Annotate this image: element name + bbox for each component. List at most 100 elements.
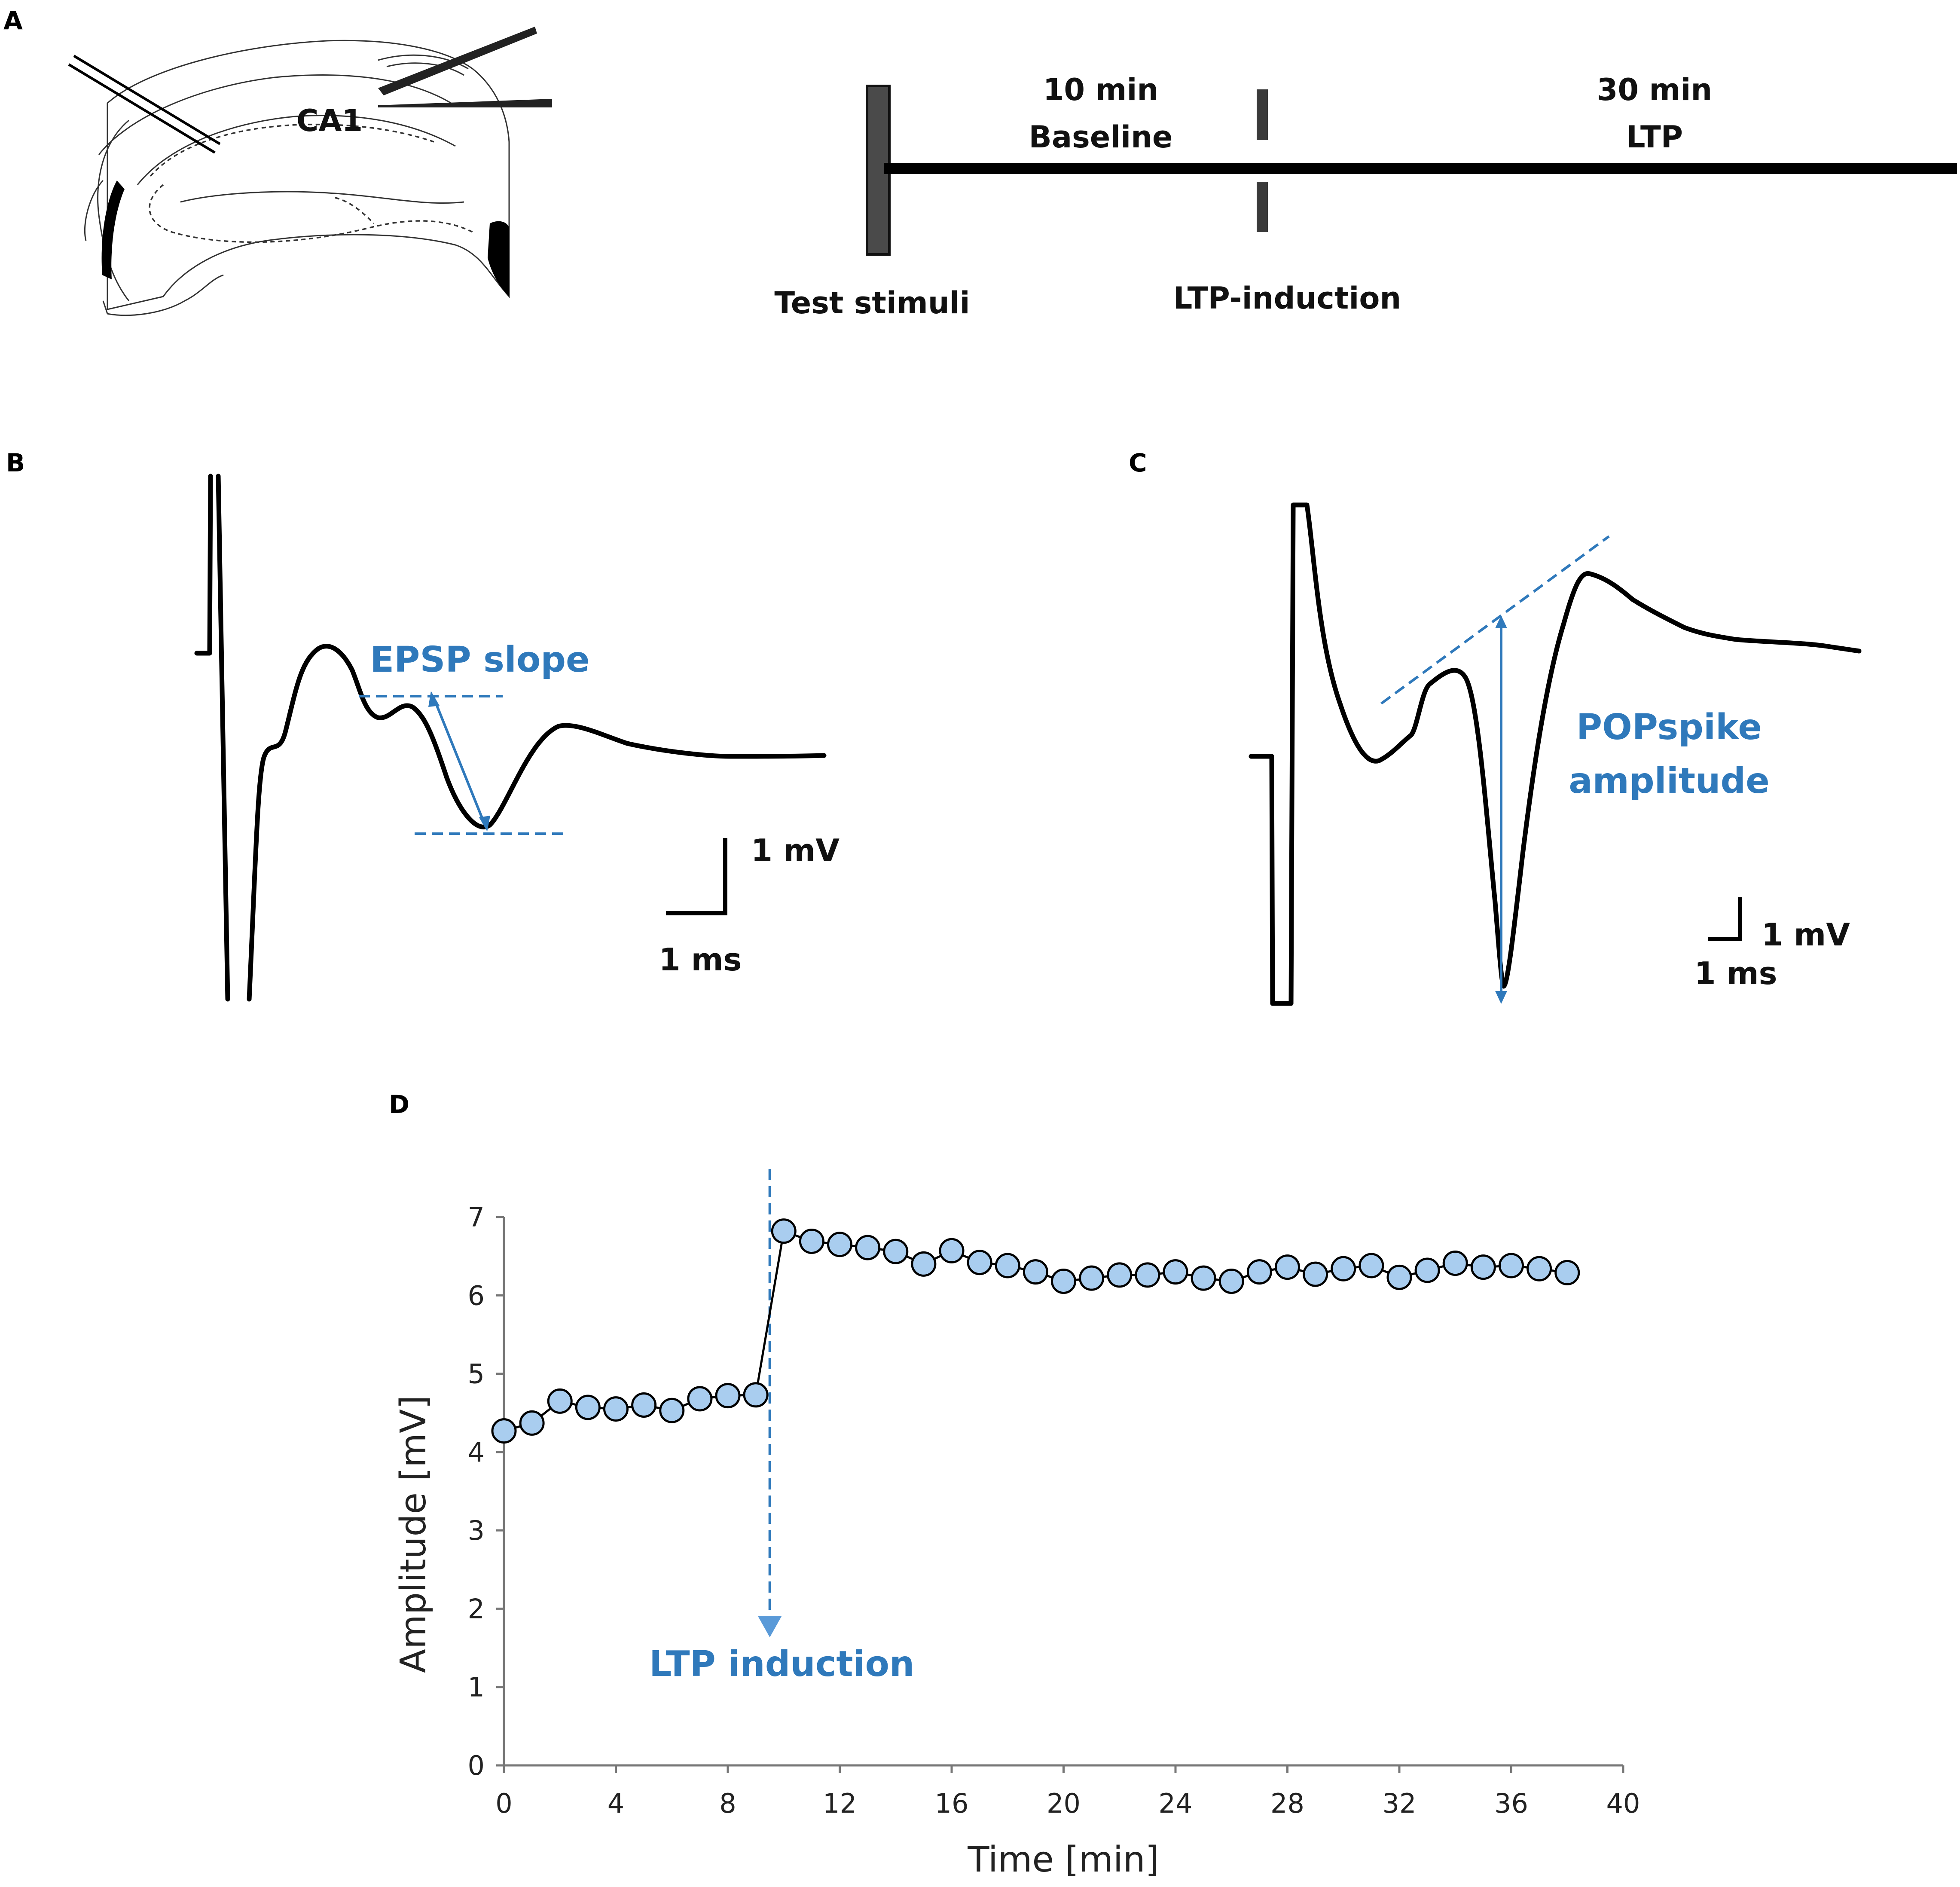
data-point [799, 1229, 824, 1254]
y-tick-label: 0 [468, 1750, 485, 1781]
popspike-label-line2: amplitude [1569, 761, 1770, 801]
x-tick-label: 16 [935, 1788, 969, 1819]
scale-bar-b: 1 mV 1 ms [659, 832, 840, 978]
data-point [1331, 1256, 1356, 1281]
popspike-arrowhead-bottom [1495, 991, 1507, 1004]
y-axis-title: Amplitude [mV] [393, 1395, 434, 1673]
y-tick-label: 7 [468, 1202, 485, 1233]
scale-c-voltage: 1 mV [1762, 917, 1850, 953]
panel-b: B EPSP slope 1 mV 1 ms [6, 448, 840, 1002]
panel-b-letter: B [6, 448, 25, 477]
data-point [1218, 1268, 1244, 1294]
ltp-induction-label: LTP-induction [1173, 281, 1401, 316]
y-tick-label: 2 [468, 1593, 485, 1624]
data-point [519, 1410, 545, 1436]
popspike-arrowhead-top [1495, 615, 1507, 628]
scale-c-time: 1 ms [1694, 955, 1777, 991]
data-point [1275, 1254, 1300, 1280]
data-point [883, 1239, 909, 1264]
data-point [743, 1382, 769, 1408]
data-point [1554, 1260, 1580, 1285]
popspike-label-line1: POPspike [1576, 707, 1762, 748]
x-axis-title: Time [min] [967, 1839, 1159, 1880]
data-point [855, 1235, 881, 1260]
data-point [1246, 1259, 1272, 1285]
x-ticks: 0 4 8 12 16 20 24 28 32 36 40 [495, 1765, 1640, 1819]
x-tick-label: 40 [1606, 1788, 1640, 1819]
data-point [631, 1392, 657, 1418]
electrode-upper-right [378, 27, 537, 95]
data-point [1023, 1259, 1048, 1285]
x-tick-label: 12 [823, 1788, 857, 1819]
y-ticks: 0 1 2 3 4 5 6 7 [468, 1202, 504, 1781]
panel-c: C POPspike amplitude 1 mV 1 ms [1129, 448, 1862, 1006]
test-stimuli-label: Test stimuli [774, 285, 970, 321]
data-point [1135, 1262, 1160, 1288]
scale-bar-c: 1 mV 1 ms [1694, 897, 1850, 991]
region-label-ca1: CA1 [296, 103, 363, 138]
ltp-induction-arrowhead [757, 1616, 782, 1637]
y-tick-label: 6 [468, 1280, 485, 1311]
baseline-label: Baseline [1029, 119, 1172, 155]
data-point [1386, 1264, 1412, 1290]
popspike-tangent-dash [1380, 535, 1610, 705]
data-point [1499, 1253, 1524, 1278]
scale-b-voltage: 1 mV [751, 832, 840, 869]
induction-marker-bottom [1257, 182, 1268, 232]
ltp-label: LTP [1626, 119, 1683, 155]
ltp-induction-annotation: LTP induction [649, 1644, 914, 1685]
data-point [1442, 1251, 1468, 1276]
data-point [1414, 1257, 1440, 1283]
data-point [1303, 1261, 1328, 1287]
epsp-slope-arrowhead-top [428, 691, 440, 707]
protocol-timeline: 10 min Baseline 30 min LTP Test stimuli … [774, 72, 1957, 321]
data-point [1107, 1262, 1133, 1288]
data-point [1470, 1254, 1496, 1280]
data-point [547, 1388, 573, 1414]
ltp-duration-label: 30 min [1597, 72, 1713, 107]
baseline-duration-label: 10 min [1043, 72, 1159, 107]
epsp-trace [194, 474, 827, 1002]
timeline-bar [884, 163, 1957, 174]
data-point [575, 1395, 601, 1420]
x-tick-label: 0 [495, 1788, 512, 1819]
epsp-slope-arrow [433, 697, 486, 825]
epsp-slope-label: EPSP slope [370, 639, 589, 680]
data-point [1359, 1253, 1384, 1278]
data-point [1051, 1268, 1076, 1294]
y-tick-label: 4 [468, 1437, 485, 1468]
data-point [1163, 1259, 1188, 1285]
popspike-trace [1249, 502, 1862, 1006]
data-point [603, 1396, 629, 1422]
panel-a: A CA1 [3, 6, 1957, 321]
hippocampal-slice-drawing [84, 40, 510, 316]
x-tick-label: 36 [1494, 1788, 1528, 1819]
data-point [659, 1398, 685, 1423]
x-tick-label: 4 [608, 1788, 624, 1819]
data-point [1079, 1265, 1105, 1291]
data-point [967, 1250, 992, 1275]
y-tick-label: 3 [468, 1515, 485, 1546]
y-tick-label: 5 [468, 1358, 485, 1390]
y-tick-label: 1 [468, 1672, 485, 1703]
data-point [687, 1386, 713, 1412]
data-point [939, 1238, 965, 1263]
panel-c-letter: C [1129, 448, 1147, 477]
data-point [827, 1232, 852, 1257]
data-point [491, 1418, 517, 1444]
data-point [1191, 1265, 1216, 1291]
electrode-lower-right [378, 99, 552, 107]
x-tick-label: 28 [1270, 1788, 1304, 1819]
slice-dark-region-right [488, 221, 509, 297]
epsp-slope-arrowhead-bottom [479, 816, 490, 832]
panel-a-letter: A [3, 6, 23, 35]
electrode-left [68, 55, 221, 154]
panel-d-letter: D [389, 1090, 409, 1119]
slice-dark-region-left [101, 180, 125, 279]
data-point [1526, 1256, 1552, 1281]
scale-b-time: 1 ms [659, 942, 742, 978]
data-point [911, 1251, 937, 1277]
